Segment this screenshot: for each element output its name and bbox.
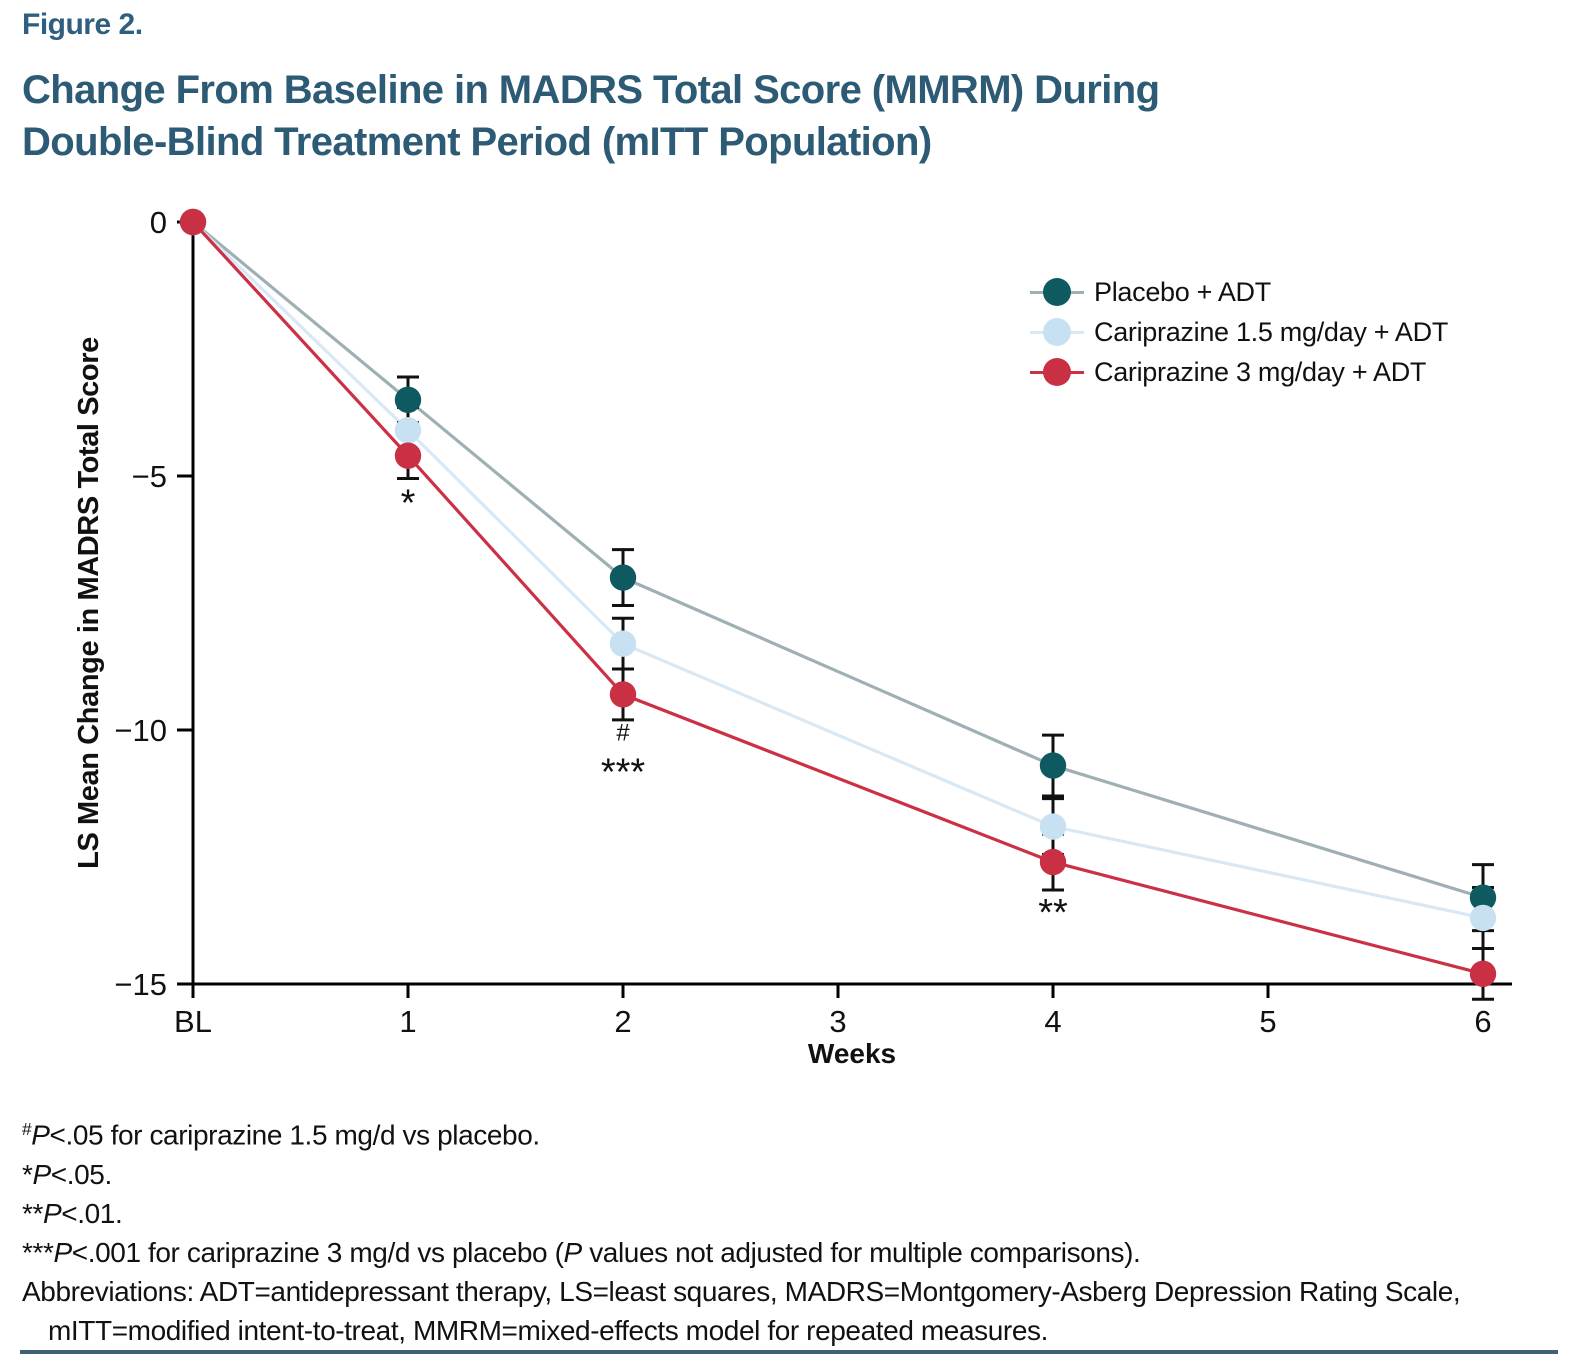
x-tick-label: 5 [1259, 1004, 1276, 1039]
figure-number-label: Figure 2. [22, 8, 143, 41]
data-point-series-1-week-4 [1039, 813, 1067, 840]
legend-label-cariprazine-1-5: Cariprazine 1.5 mg/day + ADT [1094, 316, 1449, 347]
figure-title-line-2: Double-Blind Treatment Period (mITT Popu… [22, 120, 932, 164]
footnote-line: mITT=modified intent-to-treat, MMRM=mixe… [48, 1314, 1049, 1346]
y-axis-title: LS Mean Change in MADRS Total Score [73, 337, 105, 869]
footnote-line: *P<.05. [22, 1158, 112, 1190]
significance-annotation: ** [1038, 892, 1068, 934]
x-tick-label: 2 [614, 1004, 631, 1039]
data-point-series-1-week-6 [1469, 904, 1497, 932]
significance-annotation: *** [601, 751, 646, 793]
data-point-series-2-week-2 [609, 681, 637, 708]
x-tick-label: BL [174, 1004, 212, 1039]
y-tick-label: 0 [150, 205, 167, 240]
data-point-series-2-week-0 [179, 208, 207, 236]
significance-annotation: * [401, 483, 416, 525]
chart-legend: Placebo + ADT Cariprazine 1.5 mg/day + A… [1030, 272, 1448, 392]
legend-item-cariprazine-1-5: Cariprazine 1.5 mg/day + ADT [1030, 312, 1448, 352]
x-tick-label: 4 [1044, 1004, 1061, 1039]
data-point-series-1-week-1 [394, 417, 422, 444]
data-point-series-0-week-4 [1039, 752, 1067, 779]
y-tick-label: −10 [114, 713, 167, 748]
bottom-rule-divider [20, 1350, 1558, 1354]
data-point-series-0-week-6 [1469, 884, 1497, 911]
legend-marker-cariprazine-1-5-icon [1030, 318, 1084, 346]
footnote-line: Abbreviations: ADT=antidepressant therap… [22, 1275, 1461, 1307]
data-point-series-0-week-1 [394, 386, 422, 413]
legend-marker-cariprazine-3-icon [1030, 358, 1084, 386]
legend-item-placebo: Placebo + ADT [1030, 272, 1448, 312]
footnotes: #P<.05 for cariprazine 1.5 mg/d vs place… [22, 1110, 1562, 1350]
data-point-series-2-week-4 [1039, 848, 1067, 876]
footnote-line: ***P<.001 for cariprazine 3 mg/d vs plac… [22, 1236, 1141, 1268]
data-point-series-1-week-2 [609, 630, 637, 657]
data-point-series-0-week-2 [609, 564, 637, 591]
legend-item-cariprazine-3: Cariprazine 3 mg/day + ADT [1030, 352, 1448, 392]
figure-title: Change From Baseline in MADRS Total Scor… [22, 64, 1160, 168]
figure-title-line-1: Change From Baseline in MADRS Total Scor… [22, 68, 1160, 112]
x-tick-label: 1 [399, 1004, 416, 1039]
legend-label-cariprazine-3: Cariprazine 3 mg/day + ADT [1094, 356, 1427, 387]
data-point-series-2-week-6 [1469, 960, 1497, 988]
footnote-line: #P<.05 for cariprazine 1.5 mg/d vs place… [22, 1119, 540, 1151]
footnote-line: **P<.01. [22, 1197, 123, 1229]
y-tick-label: −15 [114, 967, 167, 1002]
x-axis-title: Weeks [807, 1038, 897, 1069]
legend-marker-placebo-icon [1030, 278, 1084, 306]
x-tick-label: 3 [829, 1004, 846, 1039]
significance-annotation: # [616, 719, 630, 746]
y-tick-label: −5 [132, 459, 167, 494]
legend-label-placebo: Placebo + ADT [1094, 276, 1271, 307]
x-tick-label: 6 [1474, 1004, 1491, 1039]
data-point-series-2-week-1 [394, 442, 422, 469]
